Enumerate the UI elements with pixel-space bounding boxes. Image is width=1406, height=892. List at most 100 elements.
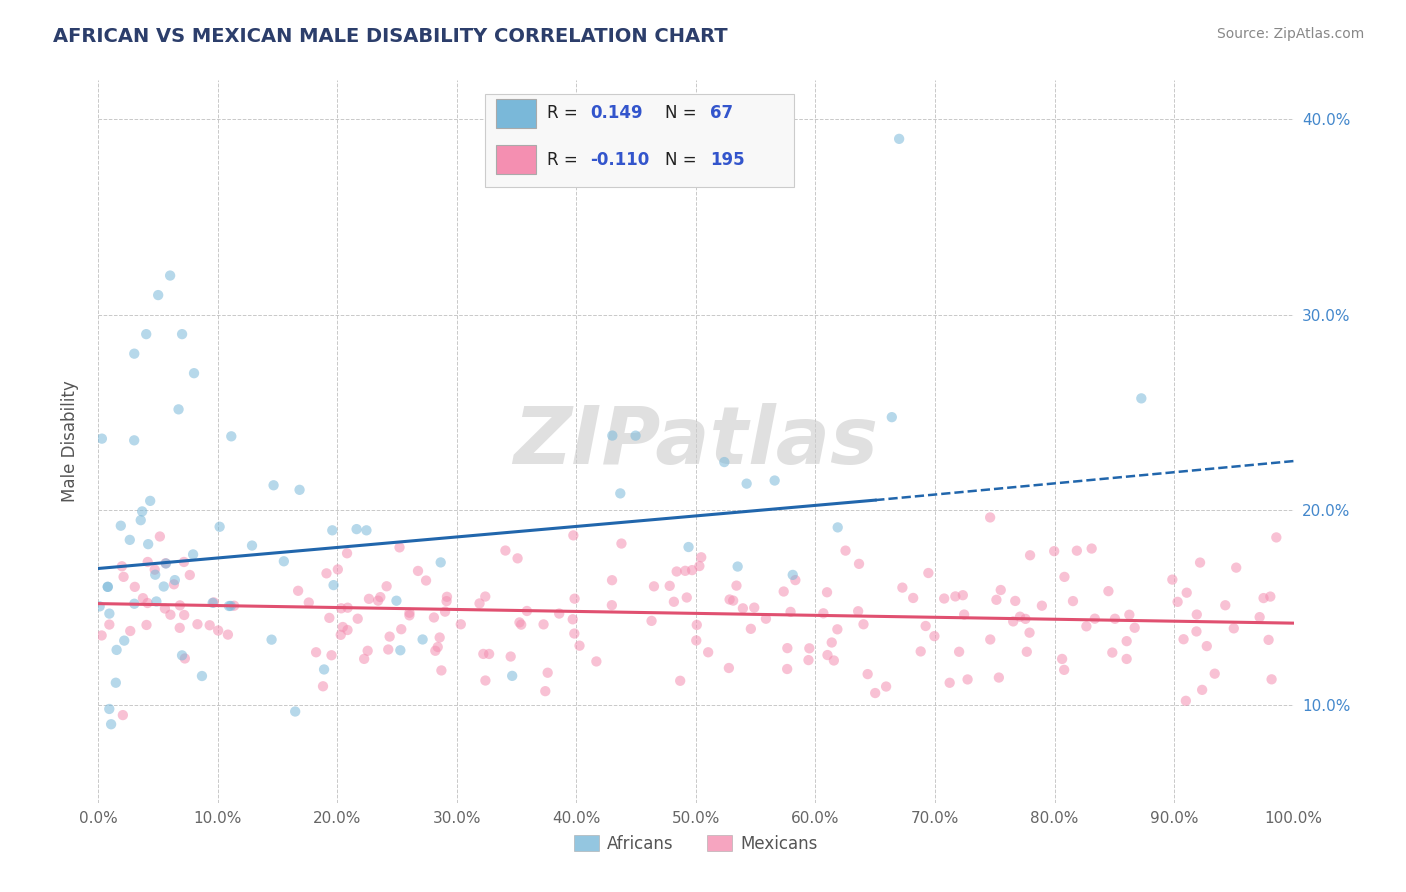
Point xyxy=(776,641,799,656)
Point xyxy=(717,661,740,675)
Point xyxy=(385,593,408,607)
Point xyxy=(1019,548,1042,562)
Point xyxy=(731,601,754,615)
Point xyxy=(1043,544,1066,558)
Text: AFRICAN VS MEXICAN MALE DISABILITY CORRELATION CHART: AFRICAN VS MEXICAN MALE DISABILITY CORRE… xyxy=(53,27,728,45)
Point xyxy=(163,573,186,587)
Text: 195: 195 xyxy=(710,151,745,169)
Point xyxy=(785,573,807,587)
Point xyxy=(1167,595,1189,609)
Point xyxy=(478,647,501,661)
Point xyxy=(799,641,821,656)
Point xyxy=(346,522,368,536)
Point xyxy=(713,455,735,469)
Point xyxy=(1080,541,1102,556)
Point xyxy=(852,617,875,632)
Text: -0.110: -0.110 xyxy=(591,151,650,169)
Point xyxy=(772,584,794,599)
Point xyxy=(312,663,335,677)
Point xyxy=(1185,624,1208,639)
Point xyxy=(718,592,741,607)
Point xyxy=(1097,584,1119,599)
Point xyxy=(1191,682,1213,697)
Point xyxy=(100,717,122,731)
Point xyxy=(889,132,911,146)
Point xyxy=(240,539,263,553)
Point xyxy=(273,554,295,568)
Point xyxy=(357,591,380,606)
Point xyxy=(1257,632,1279,647)
Point xyxy=(173,555,195,569)
Point xyxy=(98,607,121,621)
Point xyxy=(797,653,820,667)
Point xyxy=(208,520,231,534)
Point xyxy=(952,588,974,602)
Point xyxy=(263,478,285,492)
Point xyxy=(167,402,190,417)
Point xyxy=(330,601,353,615)
Point xyxy=(562,626,585,640)
Point xyxy=(321,524,343,538)
Point xyxy=(1265,530,1288,544)
Point xyxy=(568,639,591,653)
Point xyxy=(1053,663,1076,677)
Point xyxy=(827,623,849,637)
Point xyxy=(375,579,398,593)
Point xyxy=(685,633,707,648)
Point xyxy=(499,649,522,664)
Point xyxy=(111,708,134,723)
Point xyxy=(436,590,458,604)
Point xyxy=(725,579,748,593)
Text: N =: N = xyxy=(665,104,702,122)
Point xyxy=(332,620,354,634)
Point xyxy=(1015,645,1038,659)
Point xyxy=(336,623,359,637)
Point xyxy=(152,580,174,594)
Point xyxy=(1053,570,1076,584)
Point xyxy=(609,486,631,500)
Point xyxy=(201,596,224,610)
Point xyxy=(1076,619,1098,633)
Point xyxy=(834,543,856,558)
Point xyxy=(429,631,451,645)
Point xyxy=(1031,599,1053,613)
Point xyxy=(415,574,437,588)
Point xyxy=(688,559,710,574)
Point xyxy=(412,632,434,647)
Point xyxy=(856,667,879,681)
Point xyxy=(112,633,135,648)
Point xyxy=(901,591,924,605)
Point xyxy=(202,595,225,609)
Point xyxy=(155,556,177,570)
Point xyxy=(910,644,932,658)
Point xyxy=(917,566,939,580)
Text: 67: 67 xyxy=(710,104,733,122)
Point xyxy=(564,591,586,606)
Point xyxy=(124,580,146,594)
Point xyxy=(218,599,240,613)
Point xyxy=(173,651,195,665)
Point xyxy=(817,648,839,662)
Point xyxy=(948,645,970,659)
Point xyxy=(1174,694,1197,708)
Point xyxy=(172,327,194,342)
Point xyxy=(782,568,804,582)
Point xyxy=(1118,607,1140,622)
Point xyxy=(823,653,845,667)
Point xyxy=(675,591,697,605)
Point xyxy=(740,622,762,636)
Legend: Africans, Mexicans: Africans, Mexicans xyxy=(567,828,825,860)
Point xyxy=(136,555,159,569)
Point xyxy=(561,612,583,626)
Point xyxy=(321,648,343,663)
Point xyxy=(1062,594,1084,608)
Point xyxy=(1161,573,1184,587)
Point xyxy=(425,644,447,658)
Point xyxy=(170,648,193,663)
Point xyxy=(318,611,340,625)
Point xyxy=(181,548,204,562)
Point xyxy=(97,580,120,594)
Point xyxy=(506,551,529,566)
Point xyxy=(131,504,153,518)
Point xyxy=(378,630,401,644)
